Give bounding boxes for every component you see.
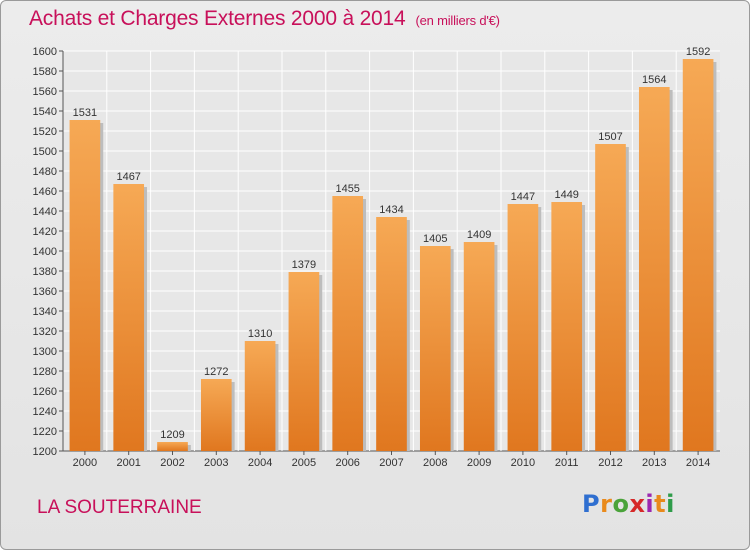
bar [595,144,626,451]
bar-value-label: 1564 [642,74,666,86]
x-tick-label: 2001 [116,457,140,469]
logo-letter: x [629,490,646,518]
bar-value-label: 1409 [467,229,491,241]
bar [419,246,451,451]
x-tick-label: 2011 [555,457,579,469]
bar-value-label: 1272 [204,366,228,378]
x-tick-label: 2008 [423,457,447,469]
bar [376,217,407,451]
logo-letter: o [612,490,630,518]
y-tick-label: 1360 [33,286,57,298]
bar-value-label: 1434 [379,204,403,216]
x-tick-label: 2000 [73,457,97,469]
bar-value-label: 1209 [160,429,184,441]
y-tick-label: 1560 [33,86,57,98]
bar-value-label: 1455 [335,183,359,195]
logo-letter: r [600,490,613,518]
bar-value-label: 1449 [554,189,578,201]
y-tick-label: 1300 [33,346,57,358]
logo-letter: i [666,490,675,518]
x-tick-label: 2006 [335,457,359,469]
logo-letter: i [645,490,655,518]
y-tick-label: 1480 [33,166,57,178]
x-tick-label: 2009 [467,457,491,469]
bar-value-label: 1507 [598,131,622,143]
x-tick-label: 2014 [686,457,710,469]
proxiti-logo[interactable]: Proxiti [582,490,675,518]
y-tick-label: 1500 [33,146,57,158]
chart-title-text: Achats et Charges Externes 2000 à 2014 [29,7,406,30]
y-tick-label: 1540 [33,106,57,118]
bar [507,204,539,451]
bar [288,272,320,451]
y-tick-label: 1200 [33,446,57,458]
bar-value-label: 1447 [511,191,535,203]
bar [551,202,583,451]
x-tick-label: 2012 [598,457,622,469]
x-tick-label: 2010 [511,457,535,469]
y-tick-label: 1280 [33,366,57,378]
bar [244,341,276,451]
y-tick-label: 1460 [33,186,57,198]
x-tick-label: 2003 [204,457,228,469]
bar [682,59,714,451]
bar-value-label: 1467 [116,171,140,183]
bar [332,196,364,451]
y-tick-label: 1400 [33,246,57,258]
x-tick-label: 2013 [642,457,666,469]
place-name: LA SOUTERRAINE [37,497,202,518]
y-tick-label: 1420 [33,226,57,238]
bar [113,184,145,451]
x-tick-label: 2004 [248,457,272,469]
bar-value-label: 1531 [73,107,97,119]
bar-layer [69,59,717,451]
y-tick-label: 1380 [33,266,57,278]
y-tick-label: 1440 [33,206,57,218]
y-tick-label: 1580 [33,66,57,78]
chart-subtitle: (en milliers d'€) [415,13,500,28]
bar-value-label: 1405 [423,233,447,245]
logo-letter: P [582,490,601,518]
y-tick-label: 1320 [33,326,57,338]
bar [638,87,670,451]
y-tick-label: 1520 [33,126,57,138]
bar-value-label: 1379 [292,259,316,271]
y-tick-label: 1600 [33,46,57,58]
bar [200,379,232,451]
x-tick-label: 2007 [379,457,403,469]
logo-letter: t [654,490,667,518]
x-tick-label: 2005 [292,457,316,469]
bar-value-label: 1592 [686,46,710,58]
chart-title: Achats et Charges Externes 2000 à 2014 (e… [29,7,500,31]
label-layer: 1200 1220 1240 1260 1280 1300 1320 1340 1360 1380… [33,46,711,469]
bar [69,120,101,451]
y-tick-label: 1240 [33,406,57,418]
bar-value-label: 1310 [248,328,272,340]
y-tick-label: 1340 [33,306,57,318]
y-tick-label: 1220 [33,426,57,438]
bar [463,242,495,451]
x-tick-label: 2002 [160,457,184,469]
bar [157,442,188,451]
y-tick-label: 1260 [33,386,57,398]
